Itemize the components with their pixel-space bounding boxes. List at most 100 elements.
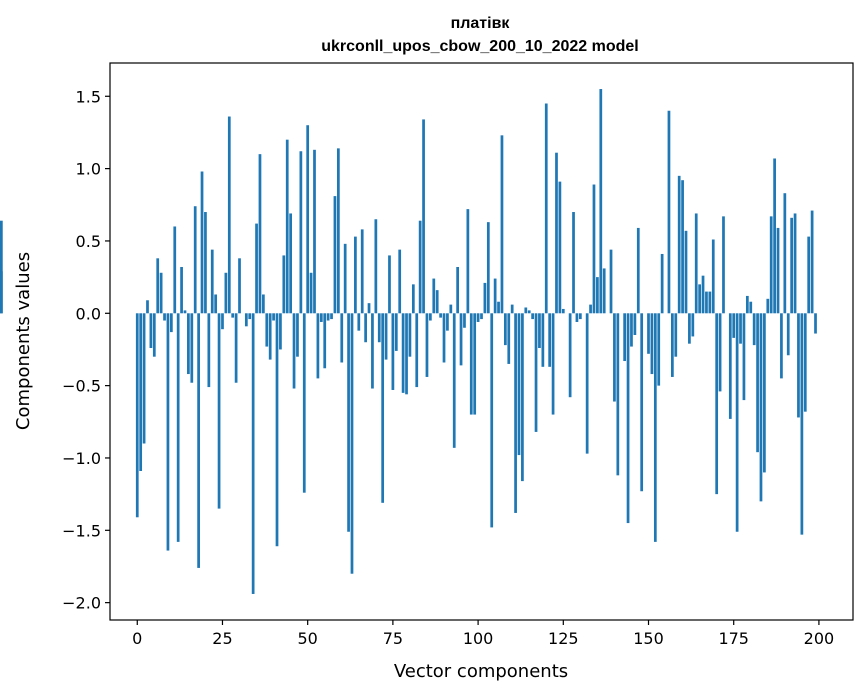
bar-13: [180, 266, 183, 314]
y-tick-label: −1.5: [62, 521, 101, 540]
bar-74: [388, 255, 391, 314]
bar-37: [262, 294, 265, 314]
bar-119: [541, 313, 545, 367]
bar-170: [715, 313, 719, 495]
bar-194: [797, 313, 800, 418]
bar-190: [783, 193, 787, 314]
bar-1: [139, 313, 143, 471]
bar-175: [732, 313, 736, 338]
bar-109: [507, 313, 511, 364]
bar-198: [810, 210, 814, 314]
y-tick-label: −1.0: [62, 449, 101, 468]
bar-160: [681, 180, 684, 314]
bar-104: [490, 313, 494, 528]
bar-122: [551, 313, 555, 415]
bar-78: [401, 313, 405, 393]
bar-80: [408, 313, 412, 357]
bar-60: [340, 313, 344, 363]
bar-70: [374, 219, 378, 314]
bar-115: [527, 310, 531, 314]
x-axis-ticks: 0 25 50 75 100 125 150 175 200: [132, 620, 834, 648]
x-tick-label: 75: [383, 629, 403, 648]
bar-184: [763, 313, 766, 473]
bar-50: [306, 125, 310, 314]
bar-44: [285, 139, 289, 314]
bar-148: [640, 313, 644, 492]
x-tick-label: 125: [548, 629, 579, 648]
bar-183: [759, 313, 763, 502]
bar-199: [814, 313, 817, 334]
bar-169: [711, 239, 715, 314]
bar-64: [354, 236, 357, 314]
bar-179: [745, 295, 749, 314]
bar-102: [483, 282, 487, 314]
bar-185: [766, 298, 770, 314]
bar-195: [800, 313, 804, 535]
bar-40: [272, 313, 275, 321]
bar-15: [187, 313, 190, 375]
bar-181: [752, 313, 756, 346]
bar-153: [657, 313, 661, 386]
bar-130: [578, 313, 582, 320]
bar-121: [548, 313, 552, 367]
bar-118: [538, 313, 541, 349]
bar-20: [204, 212, 207, 314]
bar-165: [698, 284, 701, 314]
bar-62: [347, 313, 350, 532]
bar-105: [493, 278, 497, 314]
bar-117: [534, 313, 538, 432]
bar-65: [357, 313, 361, 331]
bar-113: [521, 313, 524, 482]
x-tick-label: 50: [297, 629, 317, 648]
bar-73: [384, 313, 388, 360]
bar-52: [313, 149, 316, 314]
bar-193: [793, 213, 797, 314]
x-tick-label: 100: [463, 629, 494, 648]
bar-176: [735, 313, 739, 532]
bar-154: [660, 253, 664, 314]
bar-29: [234, 313, 238, 383]
bar-186: [769, 216, 773, 314]
bar-22: [210, 249, 214, 314]
bar-51: [309, 272, 313, 314]
bar-100: [476, 313, 480, 322]
bar-5: [152, 313, 156, 357]
bar-21: [207, 313, 211, 388]
x-tick-label: 175: [718, 629, 749, 648]
bar-57: [330, 313, 333, 320]
bar-182: [756, 313, 759, 453]
bar-172: [722, 216, 725, 314]
bar-139: [609, 249, 613, 314]
bar-83: [418, 220, 422, 314]
bar-192: [790, 217, 794, 314]
y-axis-ticks: −2.0 −1.5 −1.0 −0.5 0.0 0.5 1.0 1.5: [62, 87, 110, 613]
bar-71: [377, 313, 381, 343]
bar-168: [708, 291, 712, 314]
bar-156: [667, 110, 671, 314]
bars-group: [0, 89, 817, 594]
plot-frame: [109, 62, 854, 621]
bar-161: [684, 230, 688, 314]
bar-69: [371, 313, 374, 389]
bar-54: [319, 313, 323, 322]
bar-6: [156, 258, 160, 314]
bar-77: [398, 249, 402, 314]
bar-88: [435, 290, 439, 314]
bar-86: [429, 313, 432, 321]
bar-150: [647, 313, 650, 354]
bar-98: [469, 313, 473, 415]
bar-124: [558, 181, 562, 314]
bar-16: [190, 313, 194, 383]
bar-143: [623, 313, 627, 362]
bar-151: [650, 313, 654, 375]
bar-108: [503, 313, 507, 346]
bar-28: [231, 313, 235, 318]
y-tick-label: 0.0: [76, 304, 101, 323]
bar-128: [572, 212, 575, 314]
x-axis-label: Vector components: [394, 661, 568, 682]
bar-85: [425, 313, 429, 377]
bar-undefined: [0, 220, 3, 314]
bar-178: [742, 313, 746, 401]
bar-82: [415, 313, 419, 388]
bar-174: [728, 313, 732, 419]
